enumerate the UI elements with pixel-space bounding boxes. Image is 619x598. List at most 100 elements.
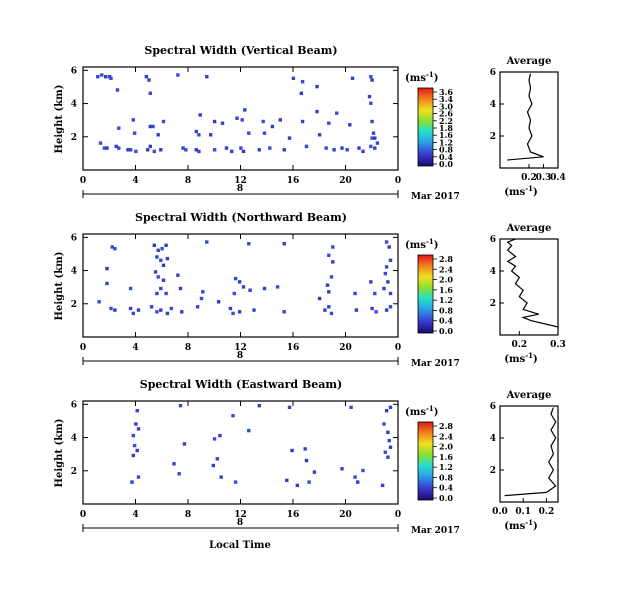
heatmap-cell bbox=[282, 242, 286, 246]
heatmap-cell bbox=[231, 414, 235, 418]
colorbar: (ms-1) 2.82.42.01.61.20.80.40.0 bbox=[405, 404, 453, 503]
heatmap-cell bbox=[331, 260, 335, 264]
heatmap-cell bbox=[177, 472, 181, 476]
heatmap-cell bbox=[261, 119, 265, 124]
colorbar-tick-label: 0.8 bbox=[439, 472, 453, 482]
panel-northward-beam: Spectral Width (Northward Beam) Height (… bbox=[54, 211, 566, 369]
heatmap-cell bbox=[239, 146, 243, 150]
heatmap-cell bbox=[218, 433, 222, 438]
heatmap-cell bbox=[384, 240, 389, 244]
heatmap-plot: 2 4 6 0 4 8 12 16 20 0 bbox=[71, 400, 401, 520]
heatmap-cell bbox=[282, 310, 286, 314]
heatmap-cell bbox=[96, 75, 100, 79]
heatmap-cell bbox=[172, 462, 176, 466]
heatmap-cell bbox=[388, 305, 393, 309]
x-tick-label: 20 bbox=[339, 176, 352, 186]
heatmap-cell bbox=[212, 437, 217, 441]
heatmap-cell bbox=[304, 144, 309, 149]
heatmap-cell bbox=[109, 306, 113, 311]
heatmap-cell bbox=[241, 285, 246, 289]
heatmap-cell bbox=[327, 253, 331, 257]
heatmap-cell bbox=[388, 405, 393, 409]
colorbar-tick-label: 1.6 bbox=[439, 285, 453, 295]
average-frame bbox=[499, 238, 559, 336]
heatmap-cell bbox=[135, 448, 139, 453]
x-tick-label: 0 bbox=[395, 176, 401, 186]
heatmap-cell bbox=[230, 149, 234, 154]
heatmap-cell bbox=[176, 273, 180, 277]
heatmap-cell bbox=[247, 131, 251, 135]
heatmap-cell bbox=[220, 121, 225, 125]
x-tick-label: 16 bbox=[287, 510, 300, 520]
heatmap-cell bbox=[115, 88, 120, 92]
y-tick-label: 4 bbox=[71, 267, 77, 277]
heatmap-cell bbox=[159, 286, 163, 291]
panel-title: Spectral Width (Eastward Beam) bbox=[140, 378, 342, 391]
heatmap-cell bbox=[291, 76, 296, 80]
heatmap-cell bbox=[161, 278, 166, 282]
heatmap-cell bbox=[367, 94, 372, 99]
x-tick-label: 12 bbox=[234, 510, 247, 520]
heatmap-cell bbox=[132, 443, 137, 448]
x-ticks: 0 4 8 12 16 20 0 bbox=[80, 401, 401, 520]
colorbar-tick-label: 3.4 bbox=[439, 94, 453, 104]
heatmap-cell bbox=[386, 430, 390, 434]
heatmap-cell bbox=[300, 80, 305, 84]
heatmap-cell bbox=[317, 133, 322, 137]
heatmap-cell bbox=[232, 291, 236, 296]
heatmap-cell bbox=[128, 306, 133, 311]
heatmap-cell bbox=[327, 290, 331, 294]
heatmap-cell bbox=[304, 458, 309, 463]
colorbar-tick-label: 1.6 bbox=[439, 452, 453, 462]
x-tick-label: 4 bbox=[132, 510, 138, 520]
heatmap-cell bbox=[315, 109, 319, 114]
heatmap-cell bbox=[247, 428, 251, 433]
heatmap-cell bbox=[331, 245, 335, 249]
heatmap-cell bbox=[155, 291, 159, 296]
x-ticks: 0 4 8 12 16 20 0 bbox=[80, 67, 401, 186]
heatmap-cell bbox=[134, 422, 138, 426]
average-y-tick-label: 6 bbox=[490, 402, 496, 412]
colorbar-unit: (ms-1) bbox=[405, 237, 438, 251]
y-tick-label: 2 bbox=[71, 467, 77, 477]
heatmap-cell bbox=[380, 483, 385, 488]
heatmap-cell bbox=[340, 467, 344, 471]
heatmap-cell bbox=[388, 445, 393, 449]
heatmap-cell bbox=[369, 75, 373, 79]
heatmap-cell bbox=[100, 73, 104, 77]
heatmap-cell bbox=[317, 296, 322, 301]
colorbar-tick-label: 0.0 bbox=[439, 159, 453, 169]
heatmap-cell bbox=[388, 291, 393, 296]
heatmap-cell bbox=[383, 450, 387, 454]
heatmap-cell bbox=[235, 116, 239, 120]
heatmap-cell bbox=[247, 242, 251, 246]
heatmap-cell bbox=[176, 73, 180, 77]
colorbar-tick-label: 0.4 bbox=[439, 316, 453, 326]
average-y-ticks: 2 4 6 bbox=[490, 402, 504, 476]
colorbar-tick-label: 2.8 bbox=[439, 254, 453, 264]
heatmap-cell bbox=[117, 146, 121, 150]
heatmap-cells bbox=[97, 240, 393, 316]
heatmap-cell bbox=[243, 108, 247, 112]
average-y-tick-label: 6 bbox=[490, 68, 496, 78]
heatmap-cell bbox=[219, 475, 223, 479]
y-tick-label: 6 bbox=[71, 233, 77, 243]
average-y-tick-label: 2 bbox=[490, 466, 496, 476]
heatmap-cell bbox=[370, 78, 374, 82]
heatmap-cell bbox=[102, 146, 107, 150]
heatmap-cell bbox=[335, 111, 339, 115]
heatmap-cell bbox=[153, 270, 158, 274]
plot-frame bbox=[82, 400, 399, 505]
heatmap-cell bbox=[374, 310, 378, 314]
heatmap-cell bbox=[353, 475, 357, 479]
heatmap-cell bbox=[201, 290, 205, 294]
colorbar-tick-label: 0.8 bbox=[439, 305, 453, 315]
heatmap-cell bbox=[159, 258, 163, 262]
heatmap-cell bbox=[329, 311, 334, 316]
heatmap-cell bbox=[324, 146, 328, 150]
heatmap-cell bbox=[155, 310, 159, 314]
heatmap-cell bbox=[194, 129, 198, 134]
average-profile-line bbox=[504, 407, 557, 497]
heatmap-cell bbox=[197, 149, 201, 154]
